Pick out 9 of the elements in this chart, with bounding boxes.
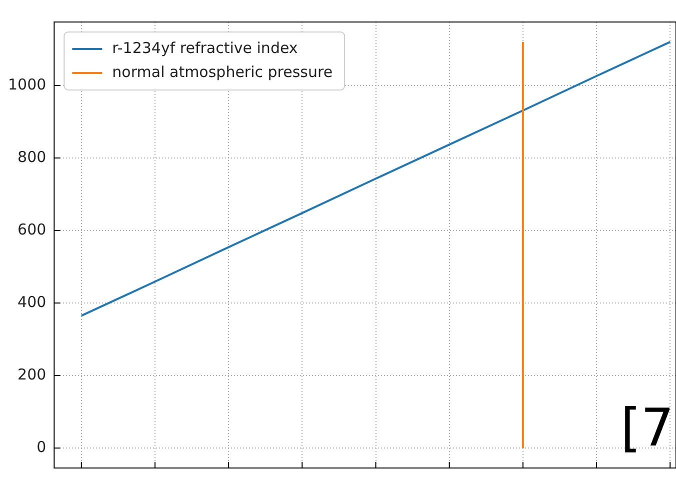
- y-tick-label: 600: [18, 220, 46, 238]
- legend-label: r-1234yf refractive index: [112, 38, 298, 57]
- y-tick-label: 400: [18, 292, 46, 311]
- y-tick-label: 200: [18, 365, 46, 384]
- annotation: [7: [620, 398, 674, 459]
- y-tick-label: 1000: [8, 75, 46, 94]
- y-tick-label: 800: [18, 148, 46, 166]
- y-tick-label: 0: [36, 438, 46, 456]
- text: normal atmospheric pressure: [112, 62, 333, 81]
